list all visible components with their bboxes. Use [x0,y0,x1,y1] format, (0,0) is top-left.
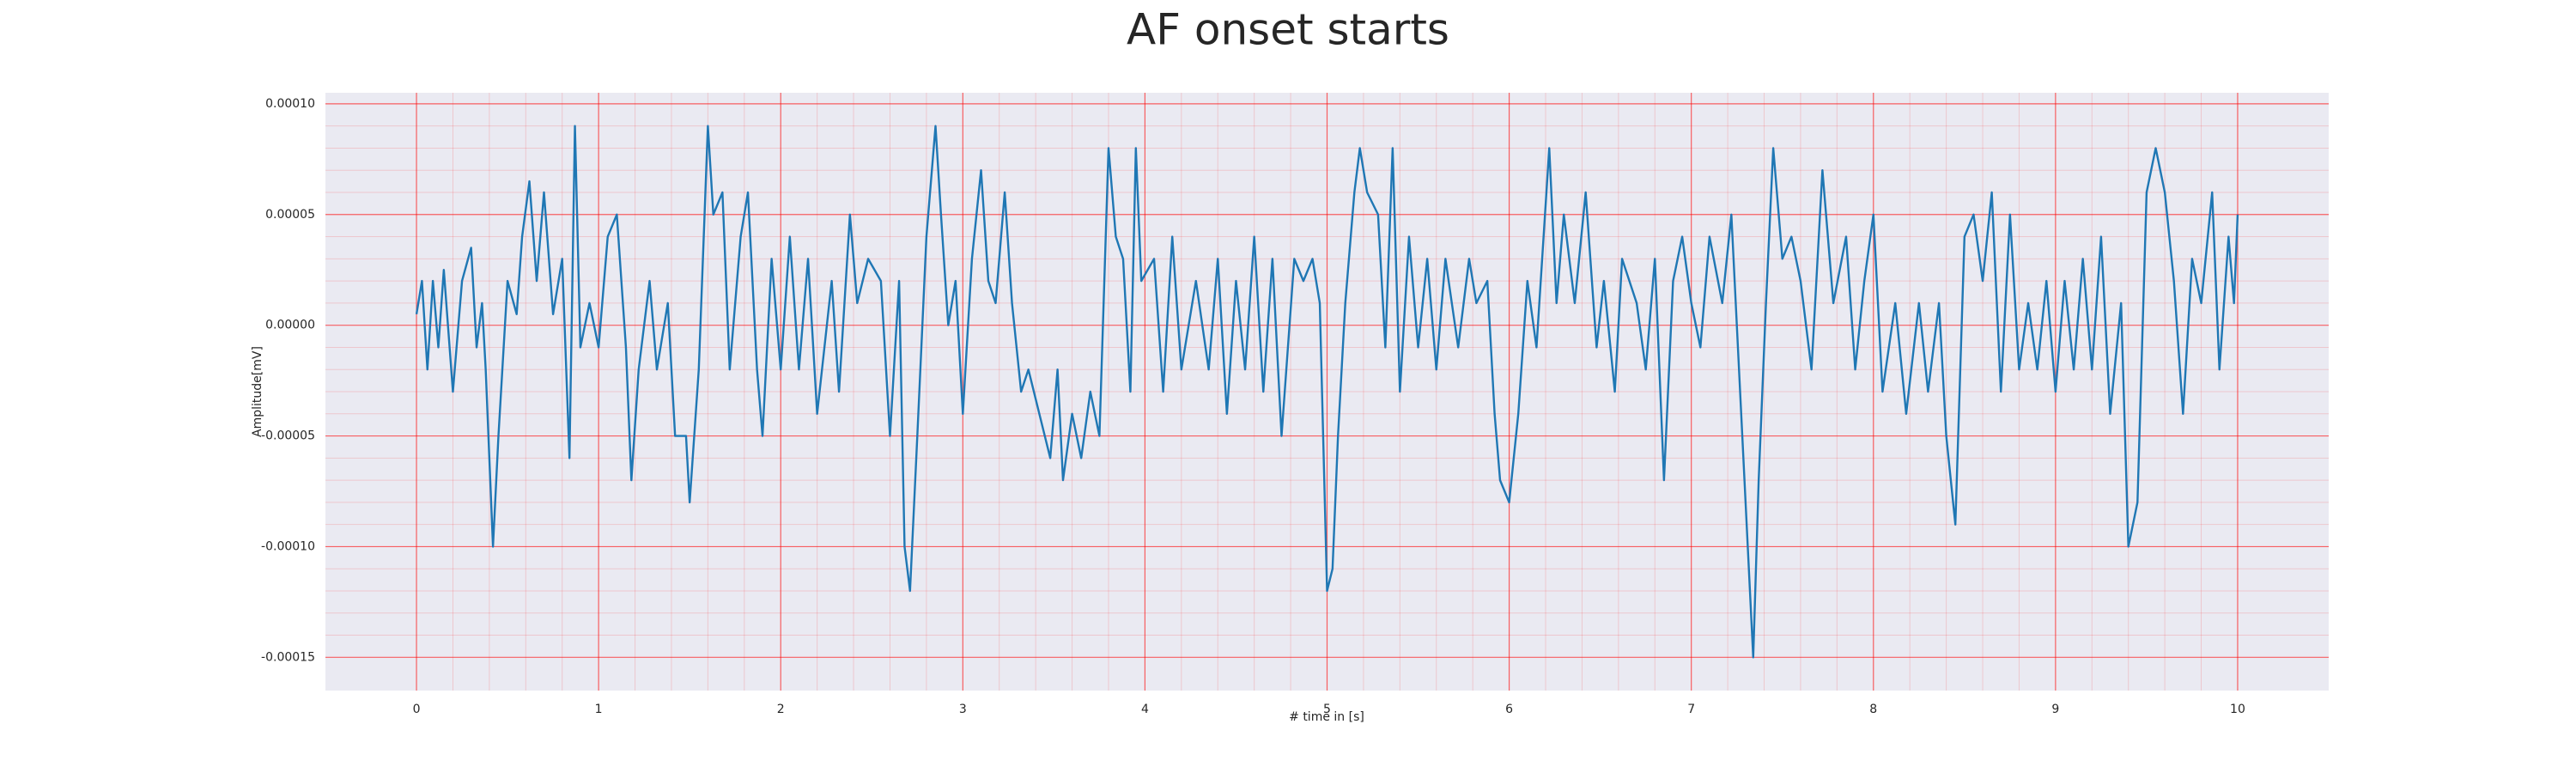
y-tick-label: -0.00010 [261,539,315,553]
y-axis-label: Amplitude[mV] [251,346,264,437]
x-tick-label: 4 [1141,703,1149,716]
x-tick-label: 2 [777,703,785,716]
x-tick-label: 5 [1323,703,1331,716]
signal-line [415,125,2239,659]
x-tick-label: 6 [1505,703,1513,716]
x-axis-label: # time in [s] [1289,710,1364,724]
y-tick-label: -0.00015 [261,650,315,664]
y-tick-label: 0.00005 [265,208,315,222]
y-tick-label: 0.00010 [265,97,315,111]
chart-title: AF onset starts [1127,5,1449,55]
y-tick-label: 0.00000 [265,319,315,332]
x-tick-label: 7 [1687,703,1695,716]
x-tick-label: 3 [959,703,967,716]
x-tick-label: 8 [1869,703,1877,716]
x-tick-label: 1 [595,703,603,716]
x-tick-label: 0 [413,703,421,716]
y-tick-label: -0.00005 [261,429,315,443]
x-tick-label: 10 [2230,703,2245,716]
x-tick-label: 9 [2051,703,2059,716]
